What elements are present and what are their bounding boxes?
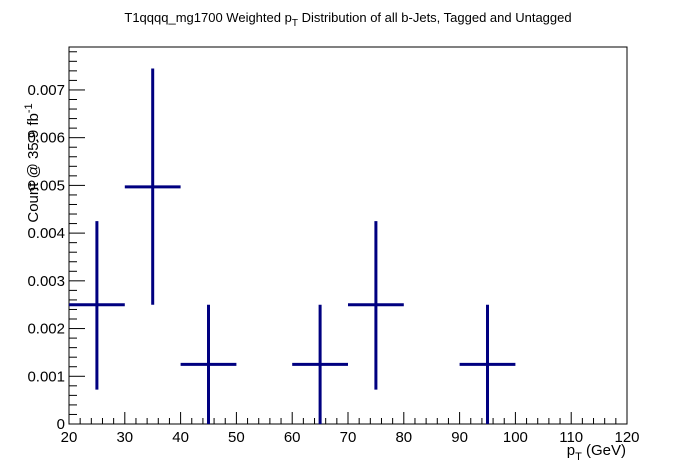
data-point	[180, 304, 237, 424]
y-tick-label: 0.002	[27, 321, 65, 338]
x-tick-label: 110	[559, 429, 583, 446]
y-tick-label: 0	[57, 416, 65, 433]
y-tick-label: 0.004	[27, 225, 65, 242]
x-tick-label: 20	[61, 429, 78, 446]
chart-title: T1qqqq_mg1700 Weighted pT Distribution o…	[124, 10, 571, 29]
data-point	[459, 304, 516, 424]
y-tick-label: 0.001	[27, 368, 65, 385]
data-point	[124, 68, 181, 305]
data-point	[348, 221, 404, 390]
y-axis-label: Count @ 35.9 fb-1	[23, 103, 42, 222]
y-tick-label: 0.007	[27, 82, 65, 99]
x-tick-label: 40	[172, 429, 189, 446]
x-tick-label: 30	[116, 429, 133, 446]
x-axis-label: pT (GeV)	[567, 442, 626, 463]
y-tick-label: 0.003	[27, 273, 65, 290]
x-axis: 20 30 40 50 60 70 80 90 100 110 120	[61, 412, 640, 446]
x-tick-label: 60	[284, 429, 301, 446]
x-tick-label: 50	[228, 429, 245, 446]
y-tick-label: 0.005	[27, 177, 65, 194]
x-tick-label: 90	[451, 429, 468, 446]
data-point	[69, 221, 125, 390]
x-tick-label: 120	[614, 429, 639, 446]
y-axis: 0 0.001 0.002 0.003 0.004 0.005 0.006 0.007	[27, 51, 85, 433]
x-tick-label: 80	[395, 429, 412, 446]
x-tick-label: 100	[503, 429, 528, 446]
data-point	[292, 304, 348, 424]
data-series	[69, 68, 516, 424]
y-tick-label: 0.006	[27, 130, 65, 147]
x-tick-label: 70	[340, 429, 357, 446]
